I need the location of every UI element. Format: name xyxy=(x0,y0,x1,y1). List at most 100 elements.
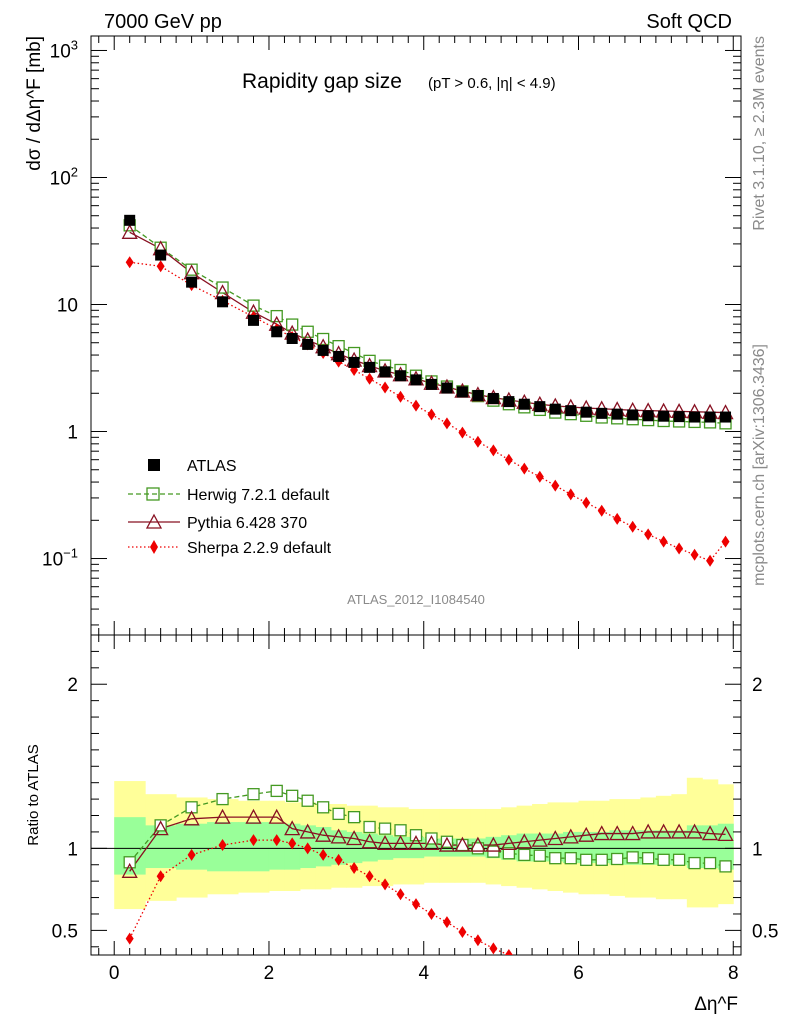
ratio-data-point xyxy=(701,825,719,841)
legend-sherpa-marker xyxy=(150,540,158,554)
data-point xyxy=(410,374,422,386)
ratio-data-point xyxy=(562,828,579,844)
data-point xyxy=(271,326,283,338)
data-point xyxy=(659,535,668,548)
data-point xyxy=(286,332,298,344)
ratio-data-point xyxy=(247,788,260,801)
ratio-data-point xyxy=(688,856,701,870)
ratio-data-point xyxy=(518,848,531,862)
y-tick-label: 1 xyxy=(67,423,78,444)
x-tick-label: 6 xyxy=(573,963,584,984)
data-point xyxy=(690,548,699,561)
data-point xyxy=(395,370,407,382)
x-tick-label: 4 xyxy=(418,963,429,984)
ratio-data-point xyxy=(363,820,376,834)
data-point xyxy=(121,223,138,239)
ratio-data-point xyxy=(640,823,657,839)
legend: ATLAS Herwig 7.2.1 default Pythia 6.428 … xyxy=(128,458,332,557)
ratio-data-point xyxy=(407,835,425,851)
ratio-data-point xyxy=(502,847,516,860)
data-point xyxy=(565,405,577,417)
ratio-data-point xyxy=(686,823,703,839)
ratio-data-point xyxy=(347,811,361,824)
ratio-data-point xyxy=(611,852,624,866)
data-point xyxy=(458,426,467,439)
ratio-data-point xyxy=(624,825,641,841)
header-right: Soft QCD xyxy=(646,11,732,33)
legend-pythia-label: Pythia 6.428 370 xyxy=(187,515,307,532)
ratio-panel-frame xyxy=(90,634,742,956)
series-line xyxy=(129,261,727,562)
ratio-data-point xyxy=(270,784,283,798)
data-point xyxy=(549,403,561,415)
ratio-data-point xyxy=(183,810,200,826)
ratio-data-point xyxy=(123,856,136,869)
data-point xyxy=(613,512,622,525)
data-point xyxy=(689,411,701,423)
ratio-data-point xyxy=(216,792,229,806)
ratio-data-point xyxy=(334,853,343,866)
ratio-data-point xyxy=(469,836,486,852)
data-point xyxy=(673,411,685,423)
ratio-data-point xyxy=(609,825,626,841)
ratio-data-point xyxy=(438,836,456,852)
ratio-data-point xyxy=(485,836,502,852)
data-point xyxy=(217,296,229,308)
ratio-series-line xyxy=(129,839,511,955)
stat-band-bin xyxy=(268,823,285,870)
stat-band-bin xyxy=(377,835,394,860)
data-point xyxy=(721,535,730,548)
ratio-y-tick-label-right: 0.5 xyxy=(752,921,778,942)
ratio-data-point xyxy=(657,853,670,866)
ratio-data-point xyxy=(350,862,359,875)
ratio-data-point xyxy=(376,835,394,851)
data-point xyxy=(124,214,136,226)
ratio-data-point xyxy=(299,823,316,839)
ratio-data-point xyxy=(187,848,196,861)
rivet-label: Rivet 3.1.10, ≥ 2.3M events xyxy=(751,36,768,231)
ratio-data-point xyxy=(717,826,734,842)
data-point xyxy=(125,256,134,269)
data-point xyxy=(534,401,546,413)
ratio-data-point xyxy=(593,825,610,841)
ratio-data-point xyxy=(154,819,167,832)
ratio-data-point xyxy=(547,830,564,846)
data-point xyxy=(628,520,637,533)
stat-band-bin xyxy=(145,825,177,869)
ratio-y-tick-label-right: 1 xyxy=(752,839,763,860)
ratio-data-point xyxy=(423,835,440,851)
ratio-data-point xyxy=(268,808,285,824)
data-point xyxy=(642,410,654,422)
data-point xyxy=(427,408,436,421)
data-point xyxy=(442,417,451,430)
x-tick-label: 8 xyxy=(728,963,739,984)
legend-herwig-label: Herwig 7.2.1 default xyxy=(187,487,330,504)
ratio-data-point xyxy=(454,836,471,852)
ratio-data-point xyxy=(156,870,165,883)
plot-title: Rapidity gap size xyxy=(242,70,402,93)
data-point xyxy=(186,276,198,288)
data-point xyxy=(566,488,575,501)
ratio-data-point xyxy=(121,862,138,878)
ratio-data-point xyxy=(346,830,363,846)
data-point xyxy=(216,281,229,294)
ratio-data-point xyxy=(425,832,438,845)
legend-atlas-label: ATLAS xyxy=(187,458,237,475)
ratio-data-point xyxy=(303,842,312,855)
data-point xyxy=(504,453,513,466)
ratio-data-point xyxy=(316,801,330,814)
ratio-data-point xyxy=(330,828,347,844)
ratio-data-point xyxy=(655,823,672,839)
data-point xyxy=(627,409,639,421)
data-point xyxy=(582,496,591,509)
ratio-data-point xyxy=(288,837,297,850)
data-point xyxy=(156,260,165,273)
ratio-data-point xyxy=(396,888,405,901)
ratio-data-point xyxy=(286,789,299,802)
data-point xyxy=(675,542,684,555)
x-tick-label: 0 xyxy=(109,963,120,984)
data-point xyxy=(472,390,484,402)
ratio-y-tick-label: 2 xyxy=(67,675,78,696)
mcplots-label: mcplots.cern.ch [arXiv:1306.3436] xyxy=(751,344,768,586)
